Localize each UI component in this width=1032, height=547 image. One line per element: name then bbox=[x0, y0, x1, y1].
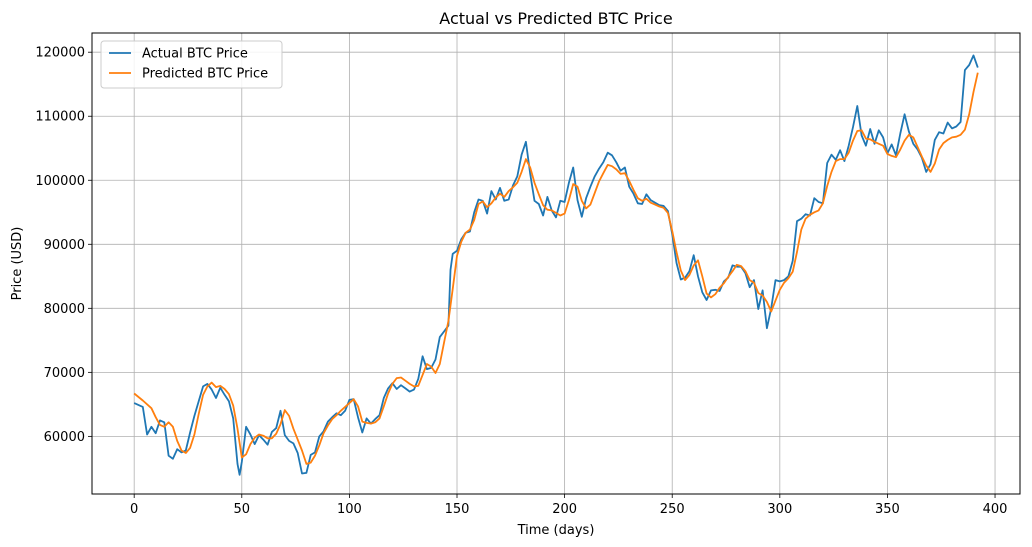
legend-label-actual: Actual BTC Price bbox=[142, 47, 248, 62]
x-tick-label: 250 bbox=[660, 502, 685, 517]
grid-lines bbox=[92, 33, 1020, 494]
y-tick-label: 90000 bbox=[44, 238, 85, 253]
y-tick-label: 70000 bbox=[44, 366, 85, 381]
chart-title: Actual vs Predicted BTC Price bbox=[439, 9, 672, 28]
y-tick-label: 80000 bbox=[44, 302, 85, 317]
x-tick-label: 100 bbox=[337, 502, 362, 517]
y-tick-label: 60000 bbox=[44, 430, 85, 445]
x-tick-label: 150 bbox=[445, 502, 470, 517]
y-tick-label: 120000 bbox=[35, 46, 85, 61]
legend-label-predicted: Predicted BTC Price bbox=[142, 67, 268, 82]
x-tick-label: 400 bbox=[983, 502, 1008, 517]
x-tick-label: 300 bbox=[767, 502, 792, 517]
series-lines bbox=[133, 54, 979, 476]
y-tick-label: 100000 bbox=[35, 174, 85, 189]
legend: Actual BTC Price Predicted BTC Price bbox=[100, 40, 283, 89]
y-tick-label: 110000 bbox=[35, 110, 85, 125]
plot-frame bbox=[91, 32, 1021, 495]
x-tick-label: 350 bbox=[875, 502, 900, 517]
axis-ticks: 0 50 100 150 200 250 300 350 400 60000 70000 80000 9… bbox=[35, 46, 1007, 517]
x-tick-label: 0 bbox=[130, 502, 138, 517]
series-line-actual bbox=[133, 54, 979, 476]
x-axis-title: Time (days) bbox=[517, 523, 595, 538]
x-tick-label: 200 bbox=[552, 502, 577, 517]
y-axis-title: Price (USD) bbox=[10, 227, 25, 301]
x-tick-label: 50 bbox=[234, 502, 251, 517]
legend-box bbox=[100, 40, 283, 89]
series-line-predicted bbox=[133, 72, 979, 465]
